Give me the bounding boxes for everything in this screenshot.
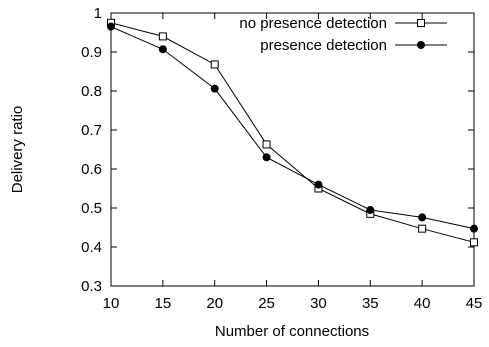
data-point-circle (366, 205, 375, 214)
data-point-square (418, 224, 427, 233)
x-tick-label: 45 (466, 295, 483, 312)
data-point-circle (210, 84, 219, 93)
y-tick-label: 0.8 (81, 83, 102, 100)
x-tick-label: 25 (258, 295, 275, 312)
series-layer (107, 18, 478, 247)
x-tick-label: 40 (414, 295, 431, 312)
data-point-circle (470, 224, 478, 233)
data-point-square (417, 19, 425, 27)
y-tick-label: 0.9 (81, 44, 102, 61)
x-axis: 10 15 20 25 30 35 40 45 (103, 13, 483, 312)
legend-label: presence detection (260, 37, 387, 54)
data-point-circle (417, 41, 425, 49)
y-tick-label: 0.7 (81, 122, 102, 139)
x-tick-label: 15 (155, 295, 172, 312)
legend-label: no presence detection (239, 15, 387, 32)
x-tick-label: 30 (310, 295, 327, 312)
data-point-circle (314, 180, 323, 189)
legend: no presence detection presence detection (239, 15, 447, 54)
y-tick-label: 0.4 (81, 239, 102, 256)
y-tick-label: 0.3 (81, 278, 102, 295)
x-tick-label: 20 (206, 295, 223, 312)
y-axis-label: Delivery ratio (9, 106, 26, 194)
x-tick-label: 10 (103, 295, 120, 312)
data-point-circle (107, 22, 115, 31)
plot-frame (110, 12, 475, 287)
data-point-square (158, 32, 167, 41)
data-point-circle (418, 213, 427, 222)
data-point-square (210, 60, 219, 69)
data-point-square (262, 140, 271, 149)
y-tick-label: 0.5 (81, 200, 102, 217)
y-tick-label: 1 (94, 5, 102, 22)
series-line (110, 26, 475, 230)
x-tick-label: 35 (362, 295, 379, 312)
data-point-circle (158, 45, 167, 54)
y-axis: 0.3 0.4 0.5 0.6 0.7 0.8 0.9 1 (81, 5, 474, 295)
data-point-square (470, 238, 478, 247)
series-line (110, 22, 475, 243)
y-tick-label: 0.6 (81, 161, 102, 178)
x-axis-label: Number of connections (215, 323, 369, 340)
data-point-circle (262, 153, 271, 162)
